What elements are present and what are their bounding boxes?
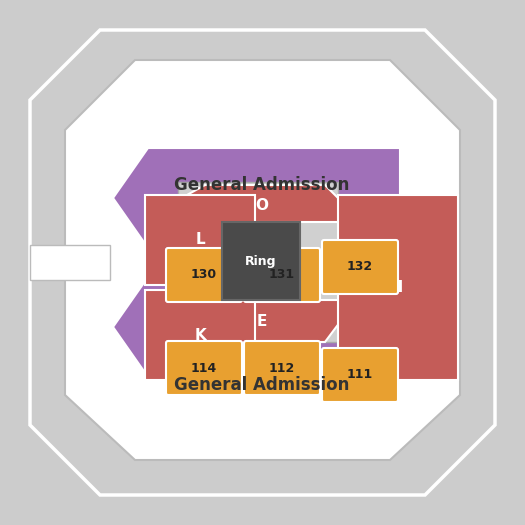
- Polygon shape: [113, 277, 400, 377]
- Bar: [145, 290, 255, 380]
- Text: E: E: [257, 313, 267, 329]
- Polygon shape: [113, 148, 400, 248]
- Bar: [338, 195, 458, 380]
- FancyBboxPatch shape: [166, 341, 242, 395]
- Polygon shape: [178, 300, 340, 342]
- Polygon shape: [390, 200, 455, 230]
- Text: 131: 131: [269, 268, 295, 281]
- Text: 112: 112: [269, 362, 295, 374]
- FancyBboxPatch shape: [322, 240, 398, 294]
- FancyBboxPatch shape: [166, 248, 242, 302]
- Text: L: L: [195, 233, 205, 247]
- Text: 111: 111: [347, 369, 373, 382]
- Text: Ring: Ring: [245, 255, 277, 268]
- Text: 132: 132: [347, 260, 373, 274]
- Bar: [30, 245, 110, 280]
- Text: II: II: [392, 279, 404, 295]
- Text: O: O: [256, 197, 268, 213]
- Polygon shape: [65, 60, 460, 460]
- FancyBboxPatch shape: [244, 341, 320, 395]
- Bar: [178, 182, 338, 342]
- FancyBboxPatch shape: [244, 248, 320, 302]
- Bar: [145, 195, 255, 285]
- Text: 114: 114: [191, 362, 217, 374]
- Text: K: K: [194, 328, 206, 342]
- Text: 130: 130: [191, 268, 217, 281]
- Polygon shape: [390, 295, 455, 325]
- FancyBboxPatch shape: [322, 348, 398, 402]
- Polygon shape: [178, 185, 340, 222]
- Text: General Admission: General Admission: [174, 176, 350, 194]
- Text: General Admission: General Admission: [174, 376, 350, 394]
- Polygon shape: [30, 30, 495, 495]
- Bar: [222, 222, 300, 300]
